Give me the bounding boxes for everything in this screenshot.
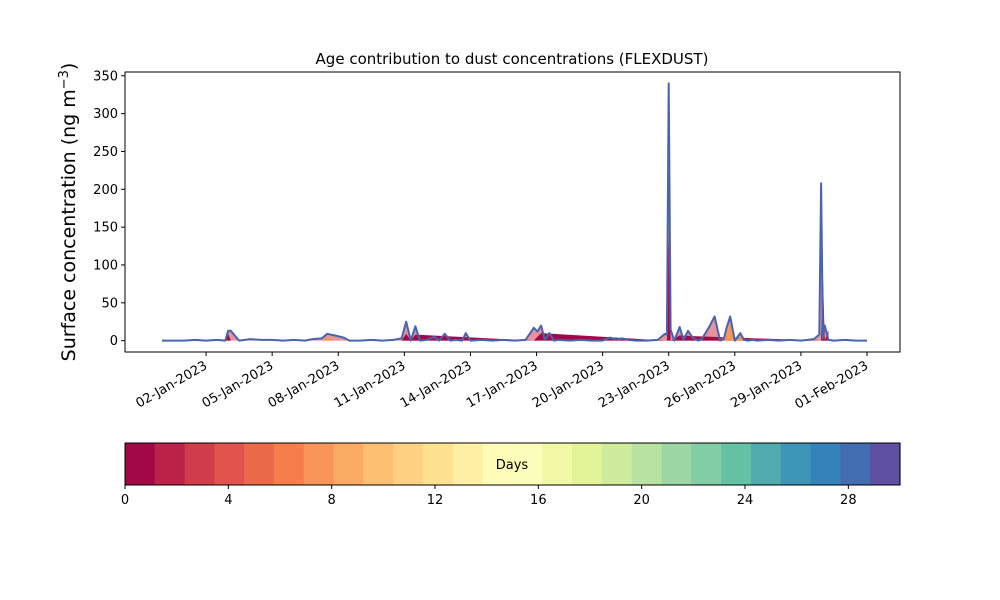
plot-area bbox=[162, 82, 867, 342]
colorbar-segment bbox=[661, 443, 692, 485]
colorbar-segment bbox=[154, 443, 186, 485]
colorbar-segment bbox=[840, 443, 871, 485]
x-tick-label: 02-Jan-2023 bbox=[133, 358, 210, 411]
colorbar-segment bbox=[303, 443, 335, 485]
colorbar-segment bbox=[721, 443, 752, 485]
x-tick-label: 29-Jan-2023 bbox=[728, 358, 805, 411]
colorbar-segment bbox=[482, 443, 514, 485]
colorbar-segment bbox=[512, 443, 543, 485]
x-tick-label: 20-Jan-2023 bbox=[530, 358, 607, 411]
colorbar bbox=[125, 443, 901, 485]
colorbar-tick-label: 16 bbox=[530, 493, 547, 508]
y-tick-label: 300 bbox=[93, 107, 118, 122]
colorbar-segment bbox=[601, 443, 633, 485]
axes-frame bbox=[124, 71, 901, 353]
colorbar-tick-label: 20 bbox=[633, 493, 650, 508]
x-tick-label: 01-Feb-2023 bbox=[792, 358, 871, 412]
colorbar-frame bbox=[124, 442, 901, 486]
y-axis: 0 50 100 150 200 250 300 350 bbox=[93, 69, 125, 349]
colorbar-label: Days bbox=[496, 458, 529, 473]
colorbar-segment bbox=[363, 443, 394, 485]
colorbar-segment bbox=[423, 443, 454, 485]
x-tick-label: 14-Jan-2023 bbox=[398, 358, 475, 411]
y-tick-label: 150 bbox=[93, 221, 118, 236]
colorbar-segment bbox=[542, 443, 573, 485]
y-axis-label: Surface concentration (ng m−3) bbox=[57, 63, 80, 362]
colorbar-tick-label: 24 bbox=[737, 493, 754, 508]
y-tick-label: 100 bbox=[93, 258, 118, 273]
colorbar-tick-label: 28 bbox=[840, 493, 857, 508]
y-tick-label: 0 bbox=[110, 334, 118, 349]
colorbar-segment bbox=[750, 443, 782, 485]
colorbar-segment bbox=[214, 443, 245, 485]
colorbar-segment bbox=[631, 443, 663, 485]
colorbar-segment bbox=[393, 443, 424, 485]
x-tick-label: 05-Jan-2023 bbox=[200, 358, 277, 411]
colorbar-tick-label: 4 bbox=[224, 493, 232, 508]
colorbar-segment bbox=[125, 443, 156, 485]
colorbar-tick-label: 8 bbox=[328, 493, 336, 508]
colorbar-segment bbox=[870, 443, 901, 485]
x-tick-label: 08-Jan-2023 bbox=[266, 358, 343, 411]
x-tick-label: 17-Jan-2023 bbox=[464, 358, 541, 411]
series-line-total bbox=[162, 82, 867, 342]
colorbar-tick-label: 0 bbox=[121, 493, 129, 508]
y-tick-label: 250 bbox=[93, 145, 118, 160]
x-tick-label: 26-Jan-2023 bbox=[662, 358, 739, 411]
colorbar-segment bbox=[810, 443, 841, 485]
colorbar-ticks: 0 4 8 12 16 20 24 28 bbox=[121, 485, 857, 508]
colorbar-segment bbox=[572, 443, 603, 485]
colorbar-segment bbox=[691, 443, 722, 485]
series-area-0-1-days bbox=[225, 237, 829, 341]
chart-title: Age contribution to dust concentrations … bbox=[316, 50, 709, 68]
x-axis: 02-Jan-202305-Jan-202308-Jan-202311-Jan-… bbox=[133, 352, 871, 412]
x-tick-label: 23-Jan-2023 bbox=[596, 358, 673, 411]
x-tick-label: 11-Jan-2023 bbox=[332, 358, 409, 411]
y-tick-label: 200 bbox=[93, 183, 118, 198]
colorbar-segment bbox=[244, 443, 275, 485]
colorbar-segment bbox=[780, 443, 812, 485]
y-tick-label: 350 bbox=[93, 69, 118, 84]
colorbar-segment bbox=[333, 443, 365, 485]
y-tick-label: 50 bbox=[101, 296, 118, 311]
colorbar-segment bbox=[184, 443, 216, 485]
colorbar-tick-label: 12 bbox=[427, 493, 444, 508]
colorbar-segment bbox=[274, 443, 305, 485]
series-area-total bbox=[162, 83, 867, 341]
colorbar-segment bbox=[452, 443, 484, 485]
